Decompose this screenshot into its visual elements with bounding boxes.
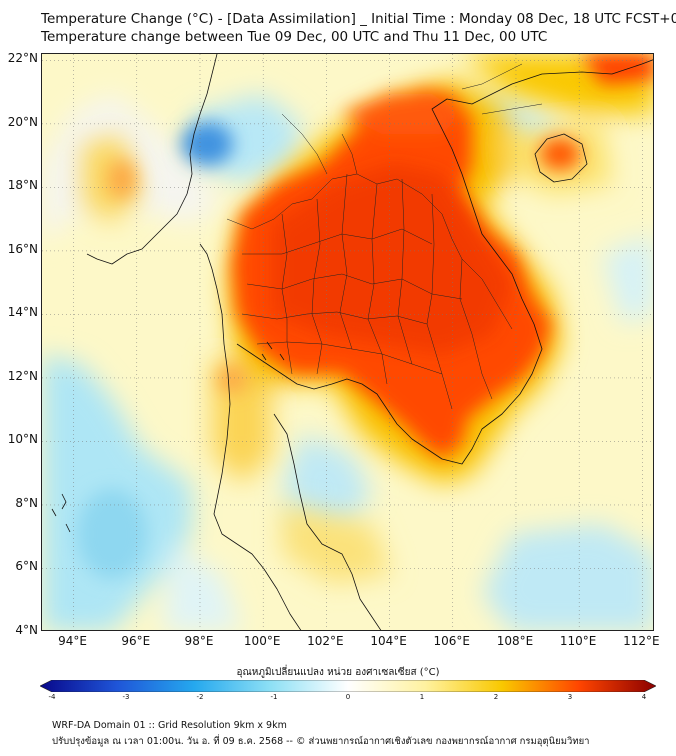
colorbar-tick-label: 3: [567, 693, 573, 701]
lon-tick-label: 110°E: [559, 634, 597, 648]
lat-tick-label: 18°N: [7, 178, 38, 193]
lat-tick-label: 10°N: [7, 432, 38, 447]
province-borders: [226, 63, 543, 410]
footer-model-info: WRF-DA Domain 01 :: Grid Resolution 9km …: [52, 720, 287, 731]
lat-tick-label: 22°N: [7, 51, 38, 66]
lat-tick-label: 6°N: [15, 559, 38, 574]
lon-tick-label: 98°E: [184, 634, 214, 648]
gridlines: [42, 54, 653, 630]
lat-tick-label: 12°N: [7, 368, 38, 383]
lat-tick-label: 20°N: [7, 114, 38, 129]
lon-tick-label: 108°E: [496, 634, 534, 648]
coastlines: [51, 54, 653, 630]
temperature-map: [42, 54, 653, 630]
lon-tick-label: 102°E: [307, 634, 344, 648]
lat-tick-label: 14°N: [7, 305, 38, 320]
colorbar-tick-label: 1: [419, 693, 425, 701]
map-panel[interactable]: [41, 53, 654, 631]
lon-tick-label: 106°E: [433, 634, 471, 648]
colorbar-tick-label: -3: [122, 693, 130, 701]
lon-tick-label: 94°E: [58, 634, 88, 648]
lat-tick-label: 8°N: [15, 495, 38, 510]
colorbar-tick-label: -1: [270, 693, 278, 701]
map-title: Temperature Change (°C) - [Data Assimila…: [41, 11, 676, 27]
colorbar-tick-label: 4: [641, 693, 647, 701]
lon-tick-label: 112°E: [623, 634, 660, 648]
hottest-core: [272, 164, 512, 354]
lon-tick-label: 100°E: [243, 634, 281, 648]
colorbar-title: อุณหภูมิเปลี่ยนแปลง หน่วย องศาเซลเซียส (…: [236, 667, 440, 678]
colorbar: [40, 680, 656, 692]
lon-tick-label: 104°E: [370, 634, 407, 648]
lon-tick-label: 96°E: [121, 634, 151, 648]
lat-tick-label: 4°N: [15, 623, 38, 637]
colorbar-tick-label: -2: [196, 693, 204, 701]
footer-credit: ปรับปรุงข้อมูล ณ เวลา 01:00น. วัน อ. ที่…: [52, 736, 590, 747]
colorbar-tick-label: -4: [48, 693, 56, 701]
map-subtitle: Temperature change between Tue 09 Dec, 0…: [41, 29, 548, 45]
colorbar-tick-label: 2: [493, 693, 499, 701]
colorbar-tick-label: 0: [345, 693, 351, 701]
lat-tick-label: 16°N: [7, 241, 38, 256]
